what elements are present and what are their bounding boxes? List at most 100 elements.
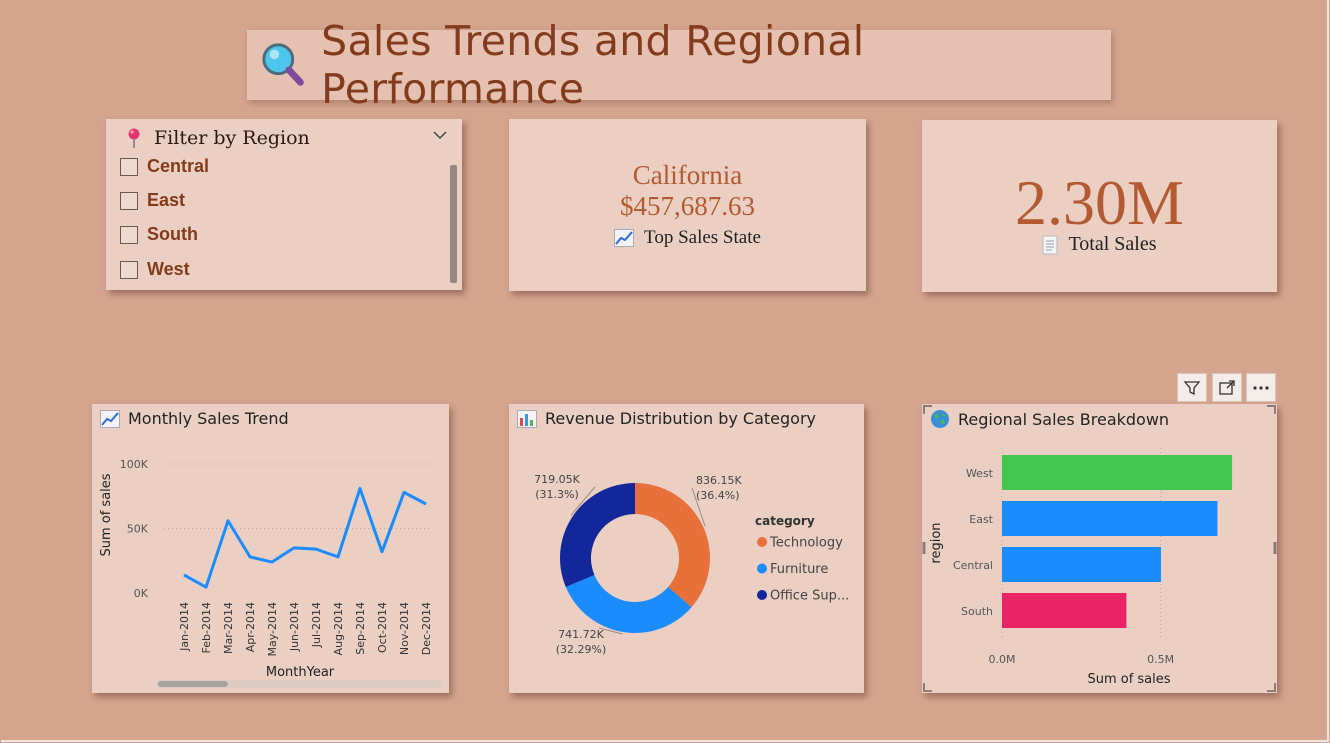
option-label: West [147,259,190,279]
x-tick-label: Dec-2014 [420,602,433,655]
x-axis-label: Sum of sales [1087,672,1170,687]
total-sales-label: Total Sales [1068,233,1157,255]
y-tick-label: 50K [127,523,149,536]
x-tick-label: Jun-2014 [288,602,301,652]
total-sales-label-row: Total Sales [922,233,1277,256]
scrollbar-track [156,680,442,688]
x-axis-label: MonthYear [266,665,335,680]
data-label: 719.05K [534,473,580,486]
option-label: East [147,190,186,210]
donut-slice [560,483,635,587]
line-chart-icon [100,409,120,428]
y-axis-label: Sum of sales [99,473,114,556]
checkbox[interactable] [120,225,138,244]
x-tick-label: 0.0M [989,653,1016,666]
x-tick-label: Sep-2014 [354,602,367,655]
pushpin-icon [128,128,140,148]
slicer-option-east[interactable]: East [120,190,185,211]
bar-chart-icon [517,409,537,428]
legend-label: Furniture [770,562,828,577]
sales-line [183,487,427,589]
filter-button[interactable] [1177,373,1207,402]
option-label: South [147,224,198,244]
top-state-label: Top Sales State [644,227,761,248]
chart-header: Monthly Sales Trend [100,409,289,428]
x-tick-label: Oct-2014 [376,602,389,653]
x-tick-label: Jul-2014 [310,602,323,648]
line-chart-icon [614,229,635,247]
more-options-button[interactable] [1246,373,1276,402]
y-tick-label: East [969,513,993,526]
ellipsis-icon [1253,385,1269,390]
y-axis-label: region [929,522,944,563]
revenue-distribution-card[interactable]: Revenue Distribution by Category 836.15K… [509,404,864,693]
chart-title: Monthly Sales Trend [128,409,289,428]
checkbox[interactable] [120,260,138,279]
expand-icon [1219,379,1235,395]
selection-corner [923,405,932,414]
slicer-header: Filter by Region [126,127,310,149]
bar [1002,547,1161,582]
top-state-label-row: Top Sales State [509,227,866,249]
data-label: 836.15K [696,474,742,487]
focus-mode-button[interactable] [1212,373,1242,402]
slicer-option-central[interactable]: Central [120,156,209,177]
x-tick-label: Apr-2014 [244,602,257,652]
region-slicer[interactable]: Filter by Region Central East South West [106,119,462,290]
legend-title: category [755,514,815,528]
bar-chart: West East Central South 0.0M 0.5M Sum of sales… [922,405,1277,692]
top-state-card: California $457,687.63 Top Sales State [509,119,866,291]
filter-icon [1183,380,1201,395]
x-tick-label: Jan-2014 [178,602,191,652]
y-tick-label: South [961,605,993,618]
chevron-down-icon[interactable] [432,129,448,141]
x-tick-label: Feb-2014 [200,602,213,653]
legend-swatch [757,563,767,574]
top-state-name: California [632,160,743,190]
y-tick-label: West [966,467,994,480]
legend-swatch [757,537,767,547]
selection-corner [923,683,932,692]
checkbox[interactable] [120,157,138,176]
donut-slice [635,483,710,608]
line-chart: 0K 50K 100K Jan-2014 Feb-2014 Mar-2014 Apr-201… [99,458,442,688]
bar [1002,593,1127,628]
bar [1002,455,1233,490]
selection-corner [1267,683,1276,692]
total-sales-card: 2.30M Total Sales [922,120,1277,292]
bar [1002,501,1218,536]
leader-line [598,627,623,635]
monthly-sales-trend-card[interactable]: Monthly Sales Trend 0K 50K 100K Jan-2014 Feb… [92,404,449,693]
legend-label: Office Sup... [770,589,849,604]
y-tick-label: Central [953,559,993,572]
top-state-value: $457,687.63 [620,191,755,221]
slicer-option-west[interactable]: West [120,259,190,280]
leader-line [691,487,706,527]
regional-sales-card[interactable]: Regional Sales Breakdown West East Central… [922,404,1277,693]
legend-label: Technology [769,536,843,551]
globe-icon [931,410,949,428]
selection-corner [1267,405,1276,414]
scrollbar-thumb [158,681,228,687]
chart-title: Regional Sales Breakdown [958,409,1170,429]
donut-slice [565,574,692,633]
x-tick-label: Mar-2014 [222,602,235,654]
checkbox[interactable] [120,191,138,210]
document-icon [1042,235,1058,254]
magnifier-icon [262,43,304,86]
y-tick-label: 0K [134,587,149,600]
chart-header: Revenue Distribution by Category [517,409,816,428]
data-label-pct: (36.4%) [696,489,740,502]
data-label-pct: (31.3%) [535,488,579,501]
slicer-option-south[interactable]: South [120,224,198,245]
x-tick-label: May-2014 [266,602,279,657]
data-label-pct: (32.29%) [556,643,607,656]
legend-swatch [757,590,767,600]
title-banner: Sales Trends and Regional Performance [247,17,1111,113]
chart-header: Regional Sales Breakdown [930,409,1169,429]
slicer-label: Filter by Region [154,127,310,149]
leader-line [570,486,596,516]
page-title: Sales Trends and Regional Performance [321,17,865,113]
slicer-scrollbar[interactable] [450,165,457,283]
